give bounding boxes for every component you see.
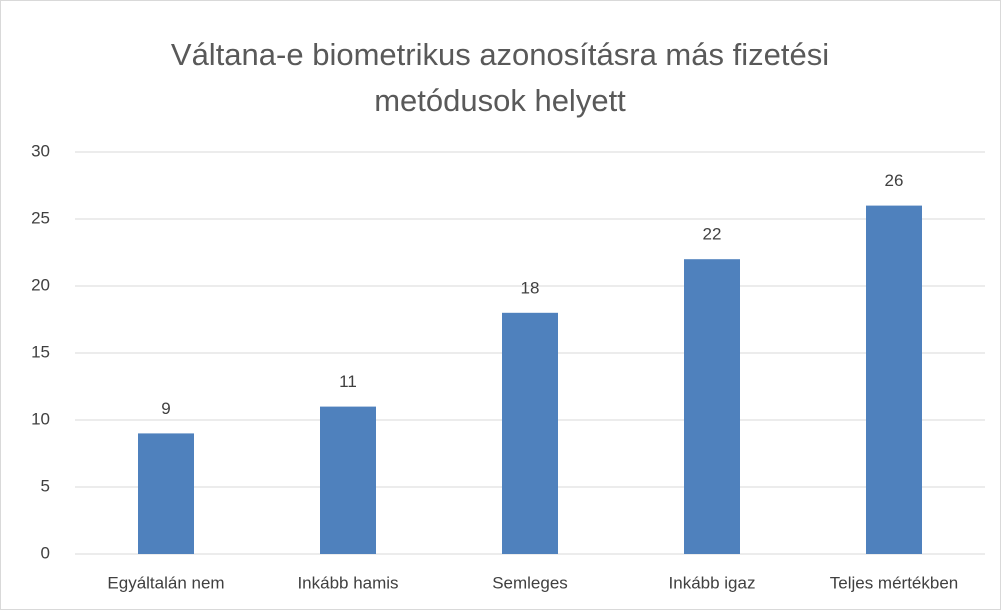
data-label: 18 bbox=[521, 278, 540, 297]
x-tick-label: Teljes mértékben bbox=[830, 573, 959, 592]
bar bbox=[502, 312, 558, 554]
bar bbox=[866, 205, 922, 554]
y-tick-label: 30 bbox=[31, 141, 50, 160]
bar bbox=[684, 259, 740, 554]
data-label: 22 bbox=[703, 225, 722, 244]
y-tick-label: 25 bbox=[31, 208, 50, 227]
y-tick-label: 20 bbox=[31, 275, 50, 294]
bar bbox=[320, 406, 376, 554]
y-tick-label: 0 bbox=[41, 543, 50, 562]
x-tick-label: Inkább igaz bbox=[669, 573, 756, 592]
bar bbox=[138, 433, 194, 554]
y-tick-label: 5 bbox=[41, 476, 50, 495]
chart-title: Váltana-e biometrikus azonosításra más f… bbox=[170, 37, 830, 118]
y-tick-label: 15 bbox=[31, 342, 50, 361]
data-label: 26 bbox=[885, 171, 904, 190]
data-label: 9 bbox=[161, 399, 170, 418]
x-tick-label: Inkább hamis bbox=[297, 573, 398, 592]
y-tick-label: 10 bbox=[31, 409, 50, 428]
data-label: 11 bbox=[339, 372, 357, 391]
x-tick-label: Semleges bbox=[492, 573, 568, 592]
x-tick-label: Egyáltalán nem bbox=[107, 573, 224, 592]
